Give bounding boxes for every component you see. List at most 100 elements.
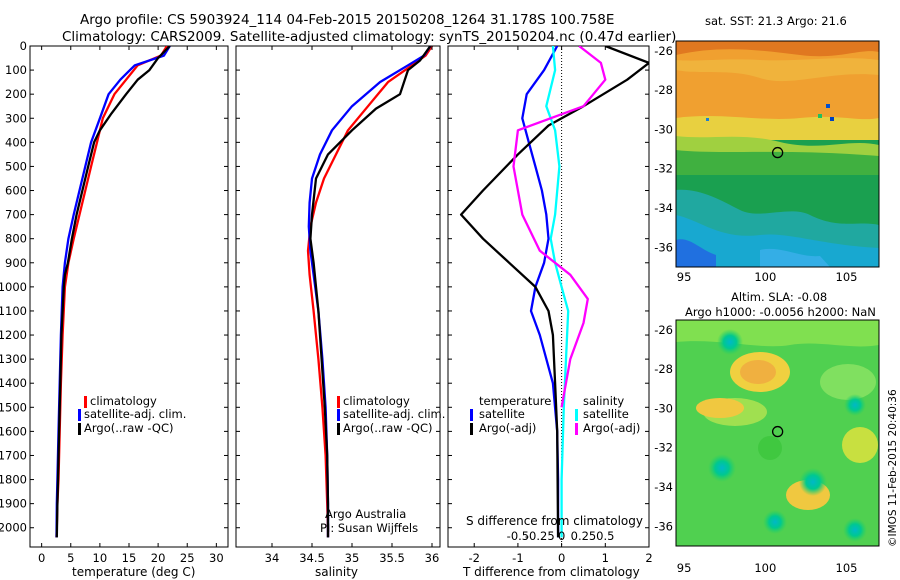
tick-group: 0 5 10 15 20 25 300100200300400500600700800900… xyxy=(0,39,857,575)
y-tick-label: 900 xyxy=(5,256,27,270)
x-tick-label: -2 xyxy=(468,551,479,565)
map-x-tick-label: 105 xyxy=(836,270,858,284)
title-line-2: Climatology: CARS2009. Satellite-adjuste… xyxy=(62,29,677,45)
sst-map-title: sat. SST: 21.3 Argo: 21.6 xyxy=(705,14,847,28)
legend-label-temp-satellite: satellite xyxy=(479,407,525,421)
y-tick-label: 1500 xyxy=(0,400,27,414)
map-x-tick-label: 100 xyxy=(754,270,776,284)
map-y-tick-label: -32 xyxy=(654,441,673,455)
series-line-temperature-satellite xyxy=(521,46,560,538)
map-y-tick-label: -34 xyxy=(654,201,673,215)
map-y-tick-label: -26 xyxy=(654,323,673,337)
legend-swatch-sal-satellite xyxy=(575,409,578,421)
legend-label-climatology: climatology xyxy=(90,394,157,408)
y-tick-label: 200 xyxy=(5,87,27,101)
y-tick-label: 1200 xyxy=(0,328,27,342)
s-diff-tick-label: 0.5 xyxy=(596,529,614,543)
argo-location-marker-sla xyxy=(771,425,784,438)
salinity-axis-label: salinity xyxy=(315,565,359,579)
map-y-tick-label: -34 xyxy=(654,480,673,494)
legend-label-temp-argo: Argo(-adj) xyxy=(479,421,537,435)
temperature-axis-label: temperature (deg C) xyxy=(72,565,196,579)
series-line-argo-raw-qc- xyxy=(309,46,432,538)
x-tick-label: 2 xyxy=(645,551,652,565)
salinity-series-group xyxy=(306,46,433,538)
sla-map-title-line-1: Altim. SLA: -0.08 xyxy=(731,290,828,304)
legend-swatch-temp-argo xyxy=(470,423,473,435)
series-line-satellite-adj-clim- xyxy=(55,46,171,538)
s-diff-tick-label: 0 xyxy=(558,529,565,543)
x-tick-label: 15 xyxy=(122,551,137,565)
sla-map-frame xyxy=(675,319,880,547)
y-tick-label: 2000 xyxy=(0,521,27,535)
series-line-salinity-argo-adj- xyxy=(512,46,607,408)
y-tick-label: 1800 xyxy=(0,473,27,487)
y-tick-label: 400 xyxy=(5,135,27,149)
series-line-argo-raw-qc- xyxy=(55,46,171,538)
x-tick-label: 20 xyxy=(151,551,166,565)
legend-label-sal-satellite: satellite xyxy=(583,407,629,421)
t-difference-axis-label: T difference from climatology xyxy=(463,565,640,579)
x-tick-label: 25 xyxy=(180,551,195,565)
map-y-tick-label: -28 xyxy=(654,362,673,376)
y-tick-label: 300 xyxy=(5,111,27,125)
title-line-1: Argo profile: CS 5903924_114 04-Feb-2015… xyxy=(80,12,615,28)
map-y-tick-label: -36 xyxy=(654,519,673,533)
sst-map-frame xyxy=(675,40,880,268)
legend-label-climatology: climatology xyxy=(343,394,410,408)
legend-swatch-argo xyxy=(337,423,340,435)
map-y-tick-label: -28 xyxy=(654,83,673,97)
map-x-tick-label: 95 xyxy=(677,561,692,575)
y-tick-label: 100 xyxy=(5,63,27,77)
map-y-tick-label: -30 xyxy=(654,401,673,415)
temperature-series-group xyxy=(55,46,171,538)
legend-swatch-sal-argo xyxy=(575,423,578,435)
y-tick-label: 700 xyxy=(5,208,27,222)
y-tick-label: 1100 xyxy=(0,304,27,318)
argo-location-marker-sst xyxy=(771,146,784,159)
y-tick-label: 1700 xyxy=(0,448,27,462)
legend-header-salinity: salinity xyxy=(583,394,625,408)
legend-label-satellite: satellite-adj. clim. xyxy=(343,407,446,421)
legend-swatch-argo xyxy=(78,423,81,435)
sla-map-image xyxy=(676,320,879,546)
s-difference-axis-label: S difference from climatology xyxy=(466,514,643,528)
x-tick-label: 10 xyxy=(93,551,108,565)
legend-label-sal-argo: Argo(-adj) xyxy=(583,421,641,435)
x-tick-label: 35 xyxy=(345,551,360,565)
argo-australia-annotation: Argo Australia xyxy=(325,507,407,521)
sla-map-title-line-2: Argo h1000: -0.0056 h2000: NaN xyxy=(685,305,876,319)
map-x-tick-label: 105 xyxy=(836,561,858,575)
x-tick-label: 0 xyxy=(38,551,45,565)
y-tick-label: 1900 xyxy=(0,497,27,511)
difference-series-group xyxy=(459,46,649,538)
x-tick-label: 34.5 xyxy=(299,551,325,565)
y-tick-label: 1400 xyxy=(0,376,27,390)
y-tick-label: 1600 xyxy=(0,424,27,438)
series-line-climatology xyxy=(55,46,168,538)
x-tick-label: 30 xyxy=(209,551,224,565)
x-tick-label: 0 xyxy=(558,551,565,565)
legend-header-temperature: temperature xyxy=(479,394,552,408)
legend-label-satellite: satellite-adj. clim. xyxy=(84,407,187,421)
legend-label-argo: Argo(..raw -QC) xyxy=(84,421,174,435)
difference-panel-frame xyxy=(447,45,650,548)
pi-annotation: PI: Susan Wijffels xyxy=(320,521,419,535)
map-y-tick-label: -36 xyxy=(654,240,673,254)
x-tick-label: 34 xyxy=(265,551,280,565)
x-tick-label: 1 xyxy=(602,551,609,565)
y-tick-label: 1300 xyxy=(0,352,27,366)
x-tick-label: -1 xyxy=(512,551,523,565)
map-y-tick-label: -32 xyxy=(654,162,673,176)
y-tick-label: 800 xyxy=(5,232,27,246)
legend-label-argo: Argo(..raw -QC) xyxy=(343,421,433,435)
imos-credit: ©IMOS 11-Feb-2015 20:40:36 xyxy=(887,389,899,547)
map-x-tick-label: 100 xyxy=(754,561,776,575)
x-tick-label: 35.5 xyxy=(379,551,405,565)
legend-swatch-temp-satellite xyxy=(470,409,473,421)
map-y-tick-label: -26 xyxy=(654,44,673,58)
legend-swatch-satellite xyxy=(337,409,340,421)
y-tick-label: 0 xyxy=(20,39,27,53)
